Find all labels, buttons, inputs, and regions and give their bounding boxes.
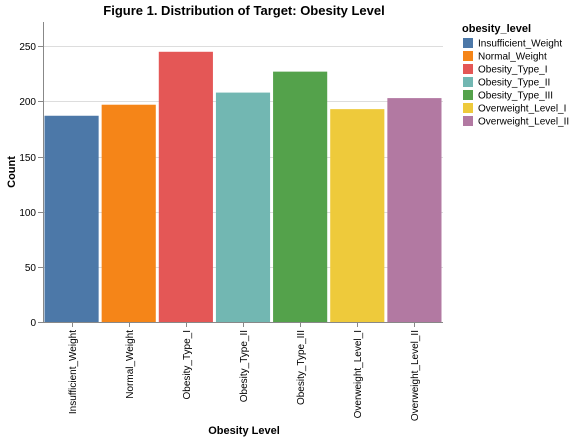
y-tick-label: 0 bbox=[30, 318, 36, 329]
legend-swatch bbox=[463, 116, 473, 126]
x-tick-label: Insufficient_Weight bbox=[68, 330, 79, 414]
legend-swatch bbox=[463, 51, 473, 61]
bars bbox=[44, 51, 442, 323]
legend-items: Insufficient_Weight Normal_Weight Obesity_… bbox=[463, 38, 569, 128]
bar-obesity-type-ii bbox=[215, 92, 271, 323]
legend-item-label: Obesity_Type_I bbox=[478, 65, 547, 76]
x-tick-label: Normal_Weight bbox=[125, 330, 136, 399]
legend-item-label: Obesity_Type_III bbox=[478, 91, 553, 102]
bar-normal-weight bbox=[101, 104, 156, 323]
y-axis-title: Count bbox=[6, 156, 18, 188]
y-tick-label: 150 bbox=[19, 153, 36, 164]
chart-title: Figure 1. Distribution of Target: Obesit… bbox=[103, 3, 384, 18]
bar-obesity-type-i bbox=[158, 51, 213, 322]
legend-item-label: Overweight_Level_II bbox=[478, 117, 569, 128]
legend-item-label: Normal_Weight bbox=[478, 52, 547, 63]
bar-overweight-level-i bbox=[330, 109, 385, 322]
legend-swatch bbox=[463, 77, 473, 87]
legend-swatch bbox=[463, 38, 473, 48]
y-tick-label: 100 bbox=[19, 208, 36, 219]
legend-item-label: Overweight_Level_I bbox=[478, 104, 566, 115]
bar-insufficient-weight bbox=[44, 115, 99, 322]
x-tick-label: Overweight_Level_I bbox=[353, 330, 364, 418]
legend-swatch bbox=[463, 103, 473, 113]
legend-item-label: Insufficient_Weight bbox=[478, 39, 562, 50]
x-axis-title: Obesity Level bbox=[208, 425, 280, 437]
bar-obesity-type-iii bbox=[273, 71, 328, 322]
legend-title: obesity_level bbox=[462, 23, 531, 35]
legend-swatch bbox=[463, 90, 473, 100]
x-tick-label: Obesity_Type_I bbox=[182, 330, 193, 399]
x-tick-label: Overweight_Level_II bbox=[410, 330, 421, 421]
y-ticks: 0 50 100 150 200 250 bbox=[19, 42, 43, 329]
x-tick-label: Obesity_Type_II bbox=[239, 330, 250, 402]
legend-swatch bbox=[463, 64, 473, 74]
legend-item-label: Obesity_Type_II bbox=[478, 78, 550, 89]
y-tick-label: 200 bbox=[19, 97, 36, 108]
x-ticks: Insufficient_Weight Normal_Weight Obesity_… bbox=[68, 322, 421, 421]
x-tick-label: Obesity_Type_III bbox=[296, 330, 307, 405]
y-tick-label: 250 bbox=[19, 42, 36, 53]
legend: obesity_level Insufficient_Weight Normal_… bbox=[462, 23, 569, 128]
bar-overweight-level-ii bbox=[387, 98, 442, 323]
y-tick-label: 50 bbox=[25, 263, 37, 274]
